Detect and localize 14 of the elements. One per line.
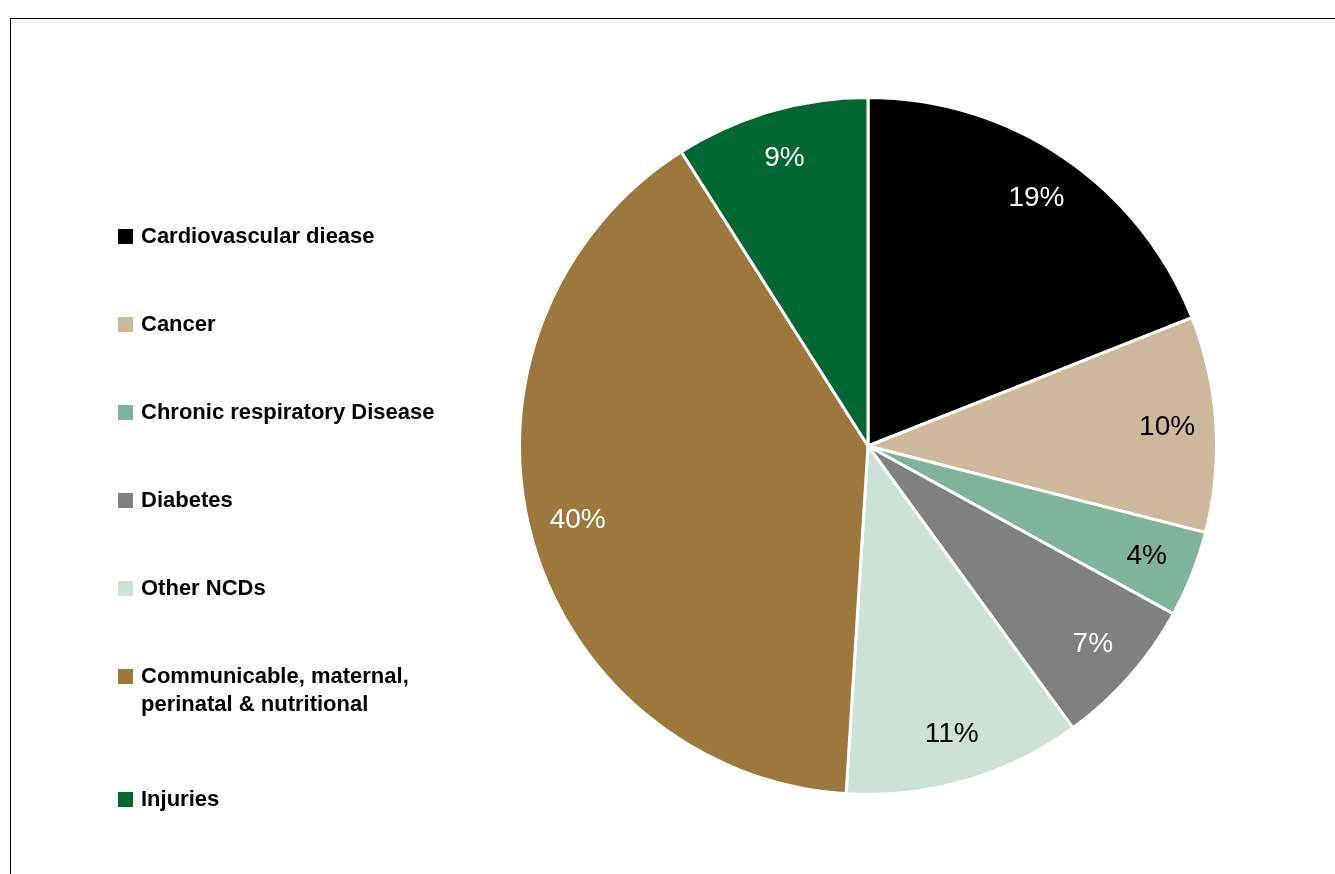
data-label: 11%	[924, 716, 979, 748]
data-label: 10%	[1139, 409, 1196, 441]
data-label: 40%	[549, 503, 606, 535]
legend-label: Other NCDs	[141, 574, 266, 602]
data-label: 4%	[1126, 539, 1167, 571]
data-label: 19%	[1008, 180, 1065, 212]
data-label: 7%	[1072, 626, 1114, 658]
legend-label: Cancer	[141, 310, 216, 338]
legend-label: Chronic respiratory Disease	[141, 398, 435, 426]
legend-label: Injuries	[141, 785, 220, 813]
data-label: 9%	[764, 140, 805, 172]
legend-label: Diabetes	[141, 486, 233, 514]
legend-label: Cardiovascular diease	[141, 222, 375, 250]
legend-label: Communicable, maternal, perinatal & nutritional	[141, 662, 410, 718]
